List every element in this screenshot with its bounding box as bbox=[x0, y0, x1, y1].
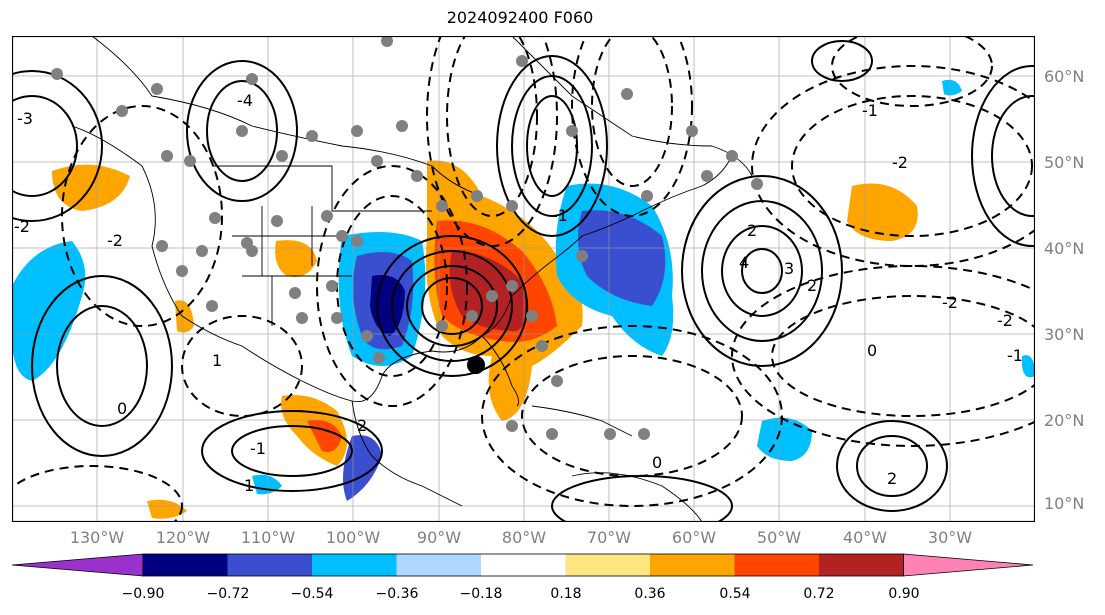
colorbar-segment bbox=[481, 554, 566, 576]
colorbar-tick-label: 0.90 bbox=[888, 586, 920, 602]
contour-label: 4 bbox=[739, 253, 749, 272]
colorbar-segment bbox=[650, 554, 735, 576]
lat-label-20n: 20°N bbox=[1044, 411, 1085, 430]
lon-label-110w: 110°W bbox=[240, 528, 296, 547]
contour-label: -2 bbox=[997, 311, 1013, 330]
colorbar-tick-label: −0.36 bbox=[375, 586, 419, 602]
contour-label: -4 bbox=[237, 91, 253, 110]
lat-label-10n: 10°N bbox=[1044, 494, 1085, 513]
contour-label: -2 bbox=[892, 153, 908, 172]
lat-label-40n: 40°N bbox=[1044, 239, 1085, 258]
contours-solid bbox=[12, 40, 1035, 522]
colorbar-tick-label: 0.18 bbox=[550, 586, 582, 602]
contour-label: 1 bbox=[244, 476, 254, 495]
lon-label-40w: 40°W bbox=[842, 528, 888, 547]
colorbar-tick-label: −0.90 bbox=[121, 586, 165, 602]
colorbar-segment bbox=[734, 554, 819, 576]
contour-label: 2 bbox=[807, 276, 817, 295]
contour-label: 3 bbox=[784, 259, 794, 278]
contour-label: -1 bbox=[250, 439, 266, 458]
contour-label: -2 bbox=[107, 231, 123, 250]
colorbar-extend-low bbox=[11, 553, 144, 577]
map-panel: -2 -2 -3 -4 2 4 3 2 0 -1 1 -1 -2 0 2 -1 … bbox=[12, 36, 1035, 522]
contour-label: 0 bbox=[867, 341, 877, 360]
colorbar-segment bbox=[143, 554, 228, 576]
colorbar-tick-label: 0.72 bbox=[803, 586, 835, 602]
contour-label: -3 bbox=[17, 109, 33, 128]
colorbar-tick-label: −0.18 bbox=[459, 586, 503, 602]
colorbar-tick-label: 0.54 bbox=[719, 586, 751, 602]
lat-label-30n: 30°N bbox=[1044, 325, 1085, 344]
lon-label-120w: 120°W bbox=[155, 528, 211, 547]
colorbar-segment bbox=[819, 554, 904, 576]
lat-label-60n: 60°N bbox=[1044, 67, 1085, 86]
contour-label-group: -2 -2 -3 -4 2 4 3 2 0 -1 1 -1 -2 0 2 -1 … bbox=[14, 91, 1023, 495]
colorbar-segment bbox=[312, 554, 397, 576]
contour-label: 0 bbox=[117, 399, 127, 418]
colorbar-tick-label: −0.72 bbox=[206, 586, 250, 602]
colorbar-segment bbox=[565, 554, 650, 576]
lon-label-30w: 30°W bbox=[927, 528, 973, 547]
lon-label-70w: 70°W bbox=[586, 528, 632, 547]
colorbar-frame bbox=[142, 553, 904, 577]
contour-label: 2 bbox=[747, 221, 757, 240]
contour-label: -2 bbox=[942, 293, 958, 312]
contour-label: -1 bbox=[1007, 346, 1023, 365]
contour-label: -1 bbox=[552, 206, 568, 225]
lat-label-50n: 50°N bbox=[1044, 153, 1085, 172]
coastlines bbox=[71, 36, 753, 522]
contour-label: 0 bbox=[652, 453, 662, 472]
lon-label-90w: 90°W bbox=[416, 528, 462, 547]
colorbar bbox=[11, 553, 1034, 577]
colorbar-segment bbox=[396, 554, 481, 576]
lon-label-50w: 50°W bbox=[756, 528, 802, 547]
lon-label-60w: 60°W bbox=[671, 528, 717, 547]
colorbar-tick-label: 0.36 bbox=[634, 586, 666, 602]
lon-label-130w: 130°W bbox=[69, 528, 125, 547]
contours-dashed bbox=[12, 36, 1035, 522]
station-markers bbox=[51, 36, 763, 440]
lon-label-100w: 100°W bbox=[325, 528, 381, 547]
contour-label: -1 bbox=[862, 101, 878, 120]
lon-label-80w: 80°W bbox=[501, 528, 547, 547]
contour-label: 2 bbox=[887, 469, 897, 488]
storm-center-dot bbox=[467, 356, 485, 374]
colorbar-extend-high bbox=[903, 553, 1034, 577]
contour-label: 2 bbox=[357, 416, 367, 435]
contour-label: 1 bbox=[212, 351, 222, 370]
contour-label: -2 bbox=[14, 217, 30, 236]
plot-title: 2024092400 F060 bbox=[446, 8, 594, 27]
colorbar-segment bbox=[227, 554, 312, 576]
colorbar-tick-label: −0.54 bbox=[290, 586, 334, 602]
